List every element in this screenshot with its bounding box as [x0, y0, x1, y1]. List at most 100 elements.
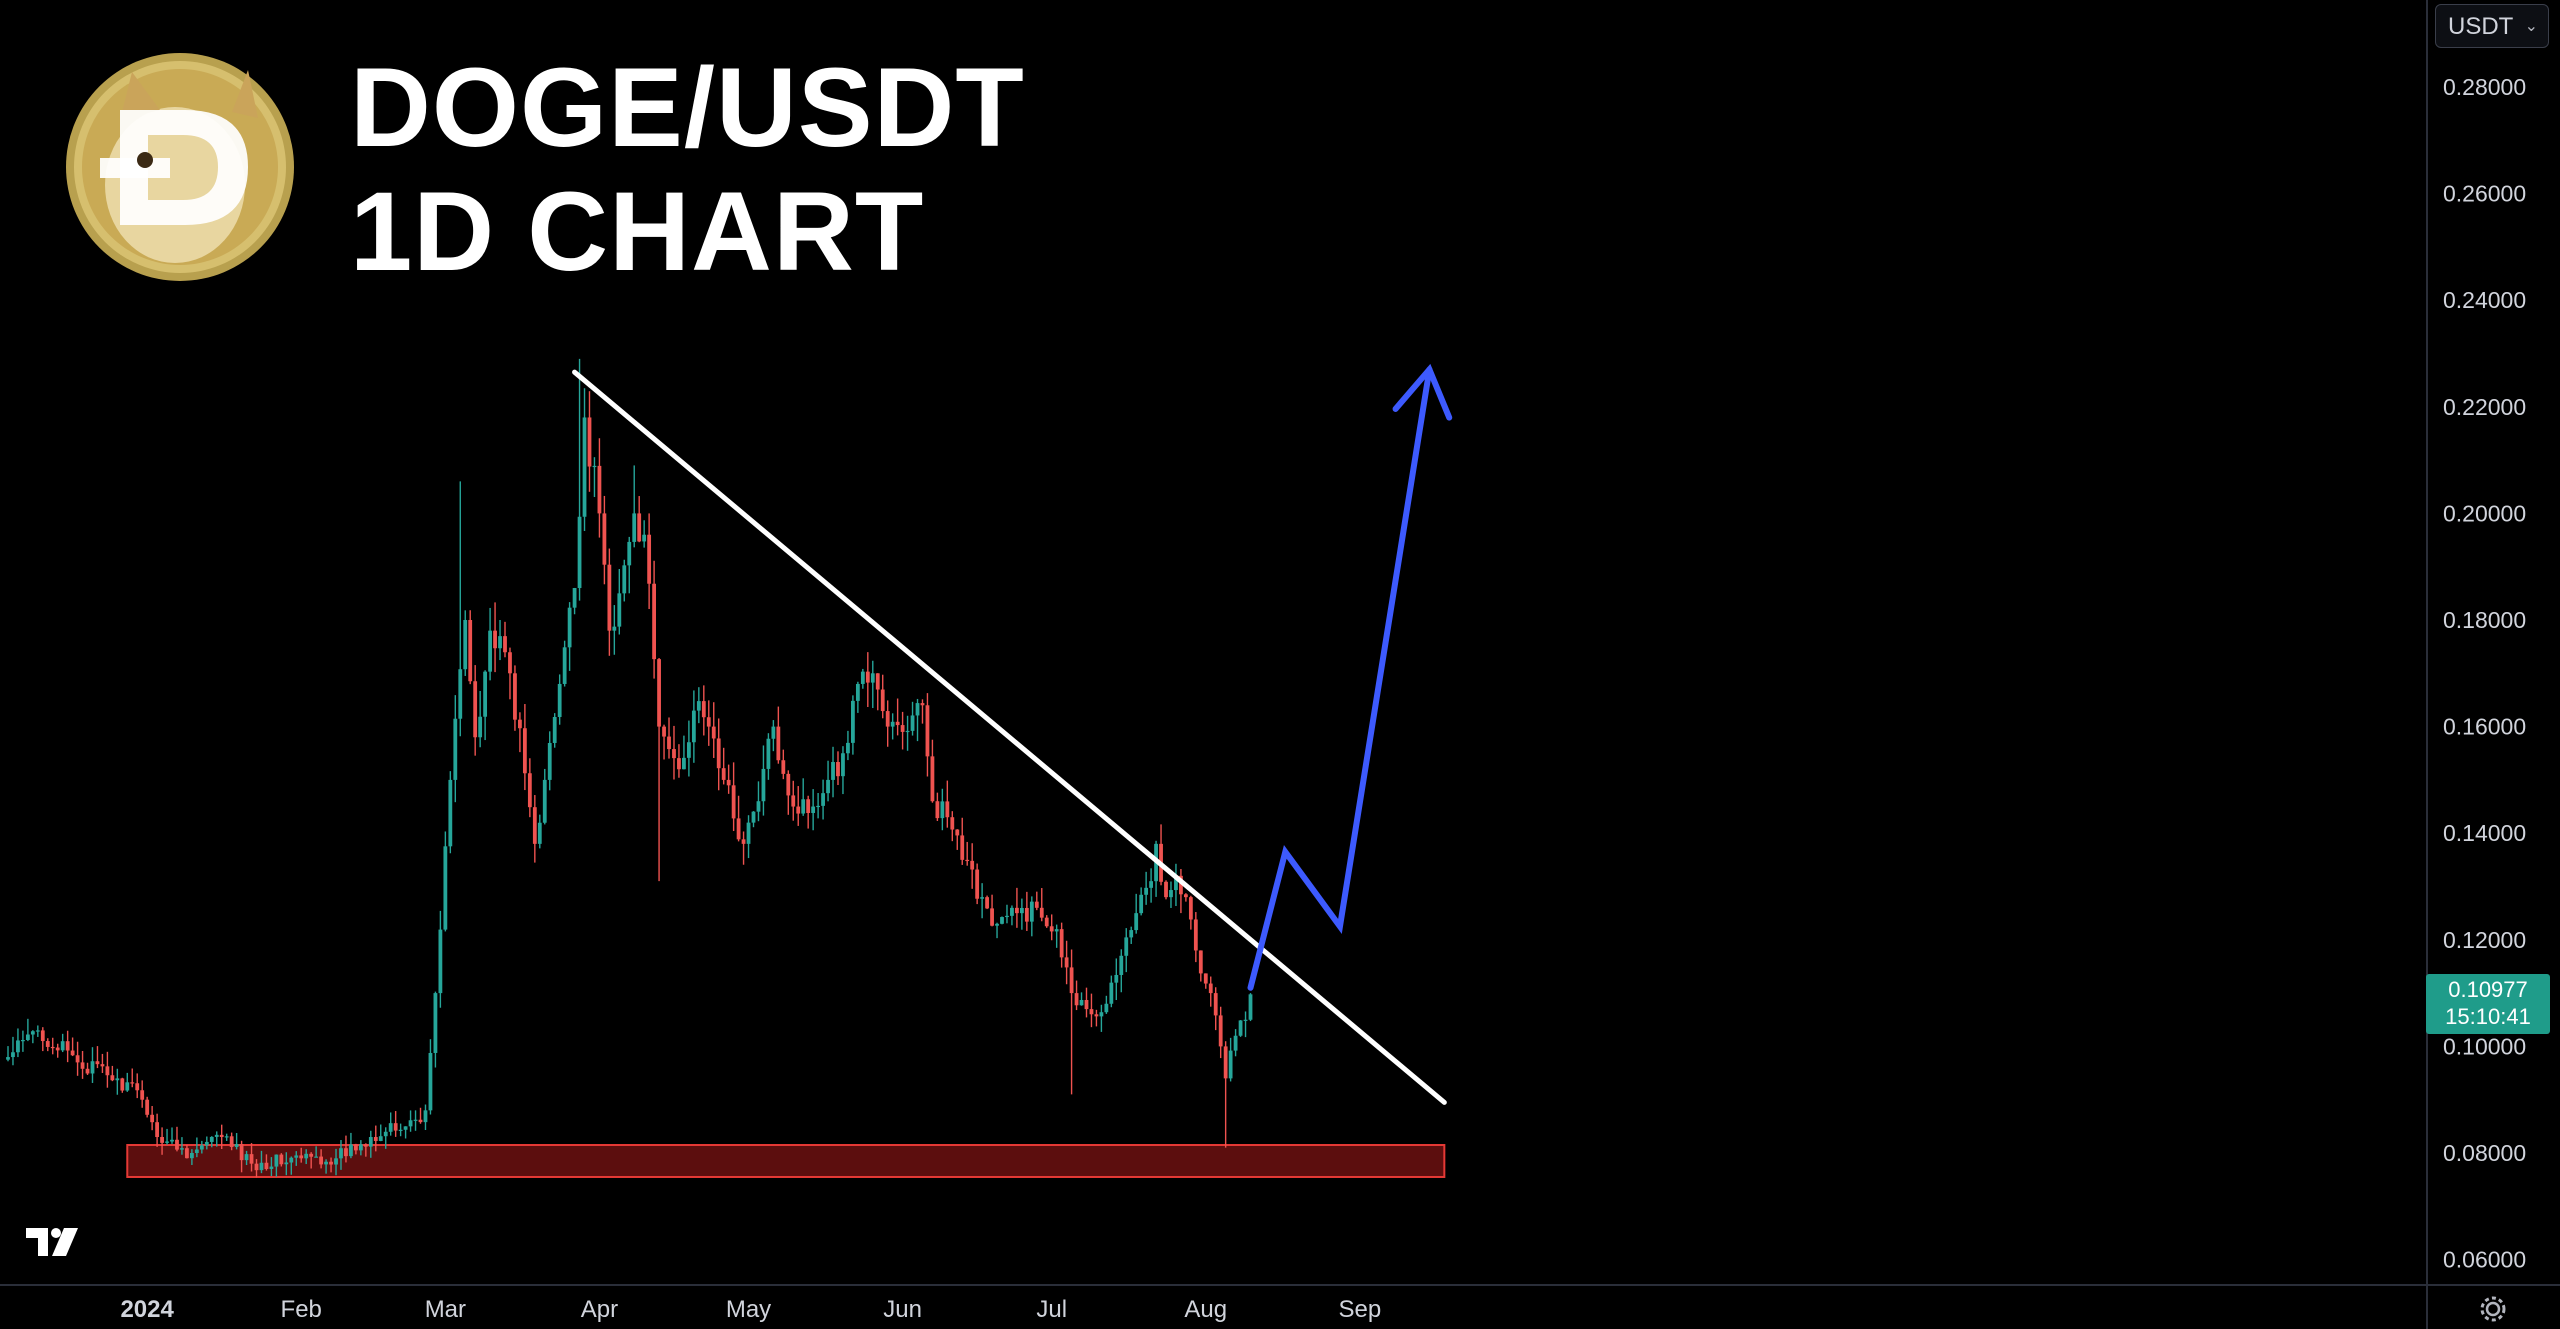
candle-body	[274, 1154, 279, 1167]
candle-body	[716, 738, 721, 769]
candle-body	[70, 1050, 75, 1056]
candle-body	[895, 721, 900, 726]
candle-body	[55, 1047, 60, 1051]
candle-body	[135, 1083, 140, 1091]
candle-body	[1164, 881, 1168, 898]
candle-body	[860, 671, 865, 684]
candle-body	[1183, 894, 1188, 898]
gear-icon[interactable]	[2478, 1294, 2508, 1324]
candle-body	[920, 703, 925, 706]
candle-body	[1104, 1003, 1109, 1013]
candle-body	[503, 636, 507, 653]
candle-body	[1198, 950, 1203, 974]
doge-coin-logo	[66, 53, 294, 281]
last-price-value: 0.10977	[2448, 977, 2528, 1002]
candle-body	[995, 923, 999, 926]
candle-body	[597, 465, 602, 514]
candle-body	[1049, 926, 1054, 932]
chart-title-pair: DOGE/USDT	[350, 45, 1025, 170]
candle-body	[85, 1068, 90, 1074]
candle-body	[672, 749, 676, 759]
candle-body	[378, 1136, 383, 1141]
candle-body	[443, 846, 448, 930]
candle-body	[801, 799, 806, 814]
price-axis-tick: 0.18000	[2443, 607, 2526, 633]
candle-body	[175, 1139, 179, 1150]
time-axis-tick: Jul	[1036, 1296, 1067, 1323]
candle-body	[140, 1090, 145, 1100]
candle-body	[945, 801, 950, 818]
candle-body	[841, 753, 845, 777]
candle-body	[592, 465, 597, 468]
candle-body	[662, 726, 666, 737]
candle-body	[498, 636, 502, 649]
support-zone	[126, 1144, 1446, 1178]
candle-body	[691, 710, 696, 743]
candle-body	[204, 1141, 209, 1146]
candle-body	[1089, 1009, 1094, 1015]
candle-body	[1213, 993, 1218, 1016]
candle-body	[1174, 875, 1178, 891]
candle-body	[602, 513, 607, 565]
candle-body	[577, 516, 582, 589]
candle-body	[393, 1123, 398, 1131]
candle-body	[1024, 907, 1029, 922]
candle-body	[11, 1052, 15, 1058]
candle-body	[1010, 907, 1014, 916]
candle-body	[925, 705, 930, 757]
candle-body	[189, 1153, 194, 1159]
tradingview-logo-icon[interactable]	[26, 1228, 86, 1258]
candle-body	[25, 1034, 30, 1041]
candle-body	[607, 564, 612, 631]
candle-body	[776, 726, 781, 761]
candle-body	[115, 1078, 120, 1081]
candle-body	[652, 583, 656, 660]
candle-body	[826, 779, 830, 794]
price-axis-tick: 0.14000	[2443, 820, 2526, 846]
candle-body	[254, 1163, 259, 1171]
candle-body	[1243, 1019, 1248, 1021]
candle-body	[831, 762, 835, 780]
candle-body	[1179, 875, 1183, 895]
candle-body	[383, 1131, 388, 1137]
candle-body	[865, 671, 870, 683]
candle-body	[358, 1144, 363, 1151]
candle-body	[1119, 955, 1124, 975]
candle-body	[657, 659, 661, 727]
price-axis-tick: 0.08000	[2443, 1140, 2526, 1166]
candle-body	[677, 758, 681, 770]
candle-body	[284, 1162, 289, 1165]
candle-body	[1144, 887, 1149, 895]
candle-body	[155, 1122, 159, 1138]
candle-body	[527, 773, 532, 808]
candle-body	[816, 805, 821, 808]
candle-body	[567, 607, 572, 648]
candle-body	[224, 1136, 229, 1138]
candle-body	[1218, 1015, 1223, 1047]
candle-body	[1208, 983, 1213, 994]
candle-body	[408, 1120, 413, 1127]
candle-body	[880, 689, 885, 712]
candle-body	[1223, 1046, 1228, 1079]
candle-body	[741, 839, 746, 844]
time-axis-tick: Apr	[581, 1296, 618, 1323]
candle-body	[339, 1148, 343, 1159]
candle-body	[686, 742, 691, 758]
candle-body	[562, 647, 567, 684]
candle-body	[249, 1154, 254, 1164]
candle-body	[428, 1052, 433, 1111]
candle-body	[552, 716, 557, 743]
candle-body	[846, 742, 850, 754]
candle-body	[244, 1154, 249, 1161]
candle-body	[1054, 929, 1059, 932]
last-price-label: 0.10977 15:10:41	[2426, 974, 2550, 1034]
candle-body	[930, 756, 935, 802]
currency-selector[interactable]: USDT ⌄	[2435, 4, 2549, 48]
chevron-down-icon: ⌄	[2524, 18, 2538, 35]
candle-body	[6, 1057, 10, 1060]
candle-body	[1034, 901, 1039, 908]
candle-body	[180, 1148, 184, 1150]
candle-body	[542, 779, 547, 823]
candle-body	[458, 669, 463, 719]
